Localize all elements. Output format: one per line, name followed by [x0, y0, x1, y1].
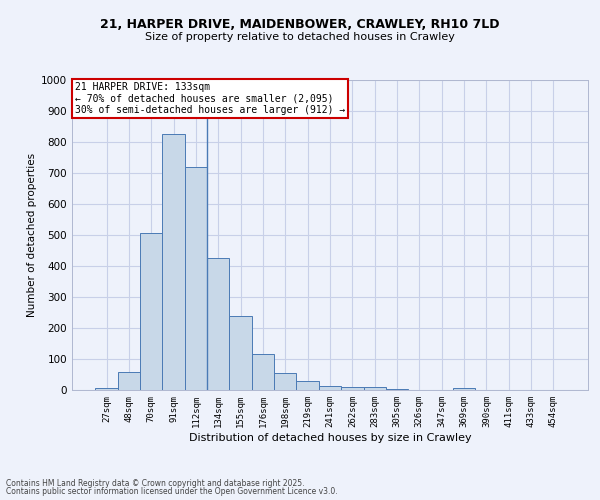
- Bar: [185, 167, 207, 390]
- Bar: [296, 380, 319, 390]
- Bar: [274, 373, 296, 390]
- X-axis label: Distribution of detached houses by size in Crawley: Distribution of detached houses by size …: [188, 432, 472, 442]
- Bar: [319, 386, 341, 390]
- Text: 21 HARPER DRIVE: 133sqm
← 70% of detached houses are smaller (2,095)
30% of semi: 21 HARPER DRIVE: 133sqm ← 70% of detache…: [74, 82, 345, 115]
- Bar: [118, 372, 140, 390]
- Bar: [386, 389, 408, 390]
- Bar: [163, 134, 185, 390]
- Y-axis label: Number of detached properties: Number of detached properties: [27, 153, 37, 317]
- Bar: [341, 387, 364, 390]
- Bar: [95, 388, 118, 390]
- Text: Contains public sector information licensed under the Open Government Licence v3: Contains public sector information licen…: [6, 487, 338, 496]
- Bar: [453, 388, 475, 390]
- Bar: [229, 316, 252, 390]
- Bar: [140, 234, 163, 390]
- Text: 21, HARPER DRIVE, MAIDENBOWER, CRAWLEY, RH10 7LD: 21, HARPER DRIVE, MAIDENBOWER, CRAWLEY, …: [100, 18, 500, 30]
- Text: Contains HM Land Registry data © Crown copyright and database right 2025.: Contains HM Land Registry data © Crown c…: [6, 478, 305, 488]
- Text: Size of property relative to detached houses in Crawley: Size of property relative to detached ho…: [145, 32, 455, 42]
- Bar: [207, 258, 229, 390]
- Bar: [364, 387, 386, 390]
- Bar: [252, 354, 274, 390]
